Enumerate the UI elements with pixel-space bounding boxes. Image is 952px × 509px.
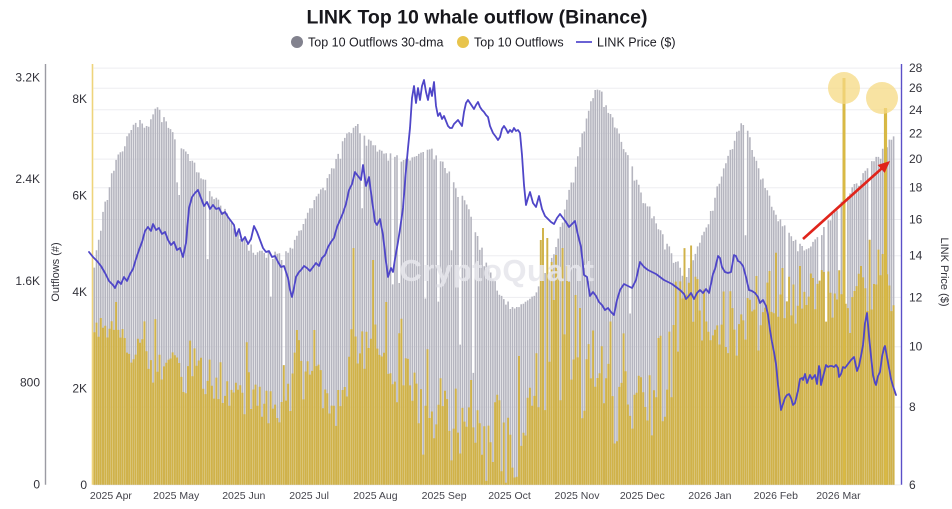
svg-text:6K: 6K bbox=[72, 188, 87, 202]
svg-text:18: 18 bbox=[909, 181, 923, 195]
svg-text:16: 16 bbox=[909, 213, 923, 227]
svg-text:6: 6 bbox=[909, 478, 916, 492]
svg-text:2025 Apr: 2025 Apr bbox=[90, 490, 133, 502]
svg-text:800: 800 bbox=[20, 376, 40, 390]
svg-text:Top 10 Outflows: Top 10 Outflows bbox=[474, 36, 564, 50]
svg-text:Outflows (#): Outflows (#) bbox=[50, 242, 62, 301]
svg-text:2.4K: 2.4K bbox=[15, 172, 40, 186]
svg-text:Top 10 Outflows 30-dma: Top 10 Outflows 30-dma bbox=[308, 36, 444, 50]
svg-text:24: 24 bbox=[909, 103, 923, 117]
svg-text:2026 Mar: 2026 Mar bbox=[816, 490, 861, 502]
svg-text:20: 20 bbox=[909, 152, 923, 166]
svg-text:2025 Aug: 2025 Aug bbox=[353, 490, 398, 502]
svg-text:0: 0 bbox=[33, 477, 40, 491]
svg-text:2025 Nov: 2025 Nov bbox=[555, 490, 601, 502]
svg-text:2025 May: 2025 May bbox=[153, 490, 200, 502]
svg-text:0: 0 bbox=[80, 478, 87, 492]
svg-text:14: 14 bbox=[909, 249, 923, 263]
svg-text:2025 Sep: 2025 Sep bbox=[422, 490, 467, 502]
svg-text:LINK Price ($): LINK Price ($) bbox=[597, 36, 676, 50]
svg-text:12: 12 bbox=[909, 290, 923, 304]
svg-text:LINK Top 10 whale outflow (Bin: LINK Top 10 whale outflow (Binance) bbox=[307, 7, 648, 29]
svg-text:28: 28 bbox=[909, 61, 923, 75]
svg-text:CryptoQuant: CryptoQuant bbox=[400, 253, 595, 288]
svg-text:2025 Jun: 2025 Jun bbox=[222, 490, 265, 502]
svg-text:2025 Jul: 2025 Jul bbox=[289, 490, 329, 502]
svg-text:8: 8 bbox=[909, 400, 916, 414]
svg-text:2025 Dec: 2025 Dec bbox=[620, 490, 665, 502]
svg-text:22: 22 bbox=[909, 126, 923, 140]
svg-text:3.2K: 3.2K bbox=[15, 71, 40, 85]
svg-text:2026 Feb: 2026 Feb bbox=[754, 490, 799, 502]
svg-text:1.6K: 1.6K bbox=[15, 274, 40, 288]
svg-text:4K: 4K bbox=[72, 285, 87, 299]
svg-text:8K: 8K bbox=[72, 92, 87, 106]
svg-text:10: 10 bbox=[909, 340, 923, 354]
svg-text:2K: 2K bbox=[72, 381, 87, 395]
svg-text:26: 26 bbox=[909, 81, 923, 95]
svg-text:LINK Price ($): LINK Price ($) bbox=[938, 237, 950, 306]
svg-text:2025 Oct: 2025 Oct bbox=[488, 490, 531, 502]
svg-text:2026 Jan: 2026 Jan bbox=[688, 490, 731, 502]
